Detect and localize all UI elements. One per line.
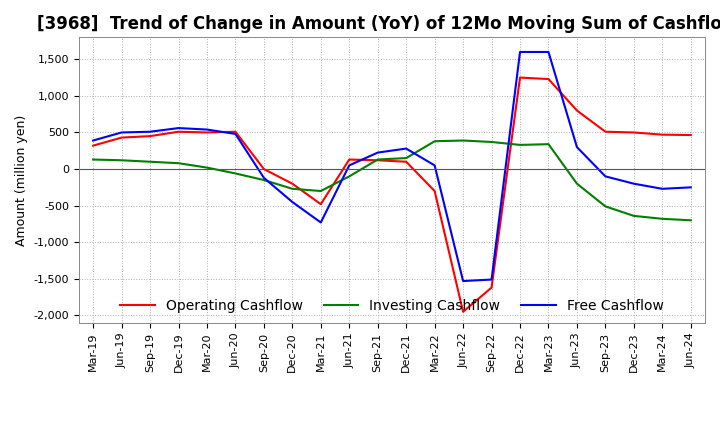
Free Cashflow (629, 181, 638, 186)
Operating Cashflow (629, 130, 638, 135)
Free Cashflow (487, 277, 496, 282)
Investing Cashflow (317, 188, 325, 194)
Investing Cashflow (345, 174, 354, 179)
Investing Cashflow (686, 218, 695, 223)
Operating Cashflow (601, 129, 610, 134)
Title: [3968]  Trend of Change in Amount (YoY) of 12Mo Moving Sum of Cashflows: [3968] Trend of Change in Amount (YoY) o… (37, 15, 720, 33)
Operating Cashflow (402, 159, 410, 165)
Operating Cashflow (459, 309, 467, 315)
Free Cashflow (402, 146, 410, 151)
Legend: Operating Cashflow, Investing Cashflow, Free Cashflow: Operating Cashflow, Investing Cashflow, … (114, 293, 670, 319)
Investing Cashflow (374, 157, 382, 162)
Operating Cashflow (487, 285, 496, 290)
Operating Cashflow (431, 188, 439, 194)
Operating Cashflow (231, 129, 240, 134)
Free Cashflow (459, 279, 467, 284)
Investing Cashflow (231, 171, 240, 176)
Line: Operating Cashflow: Operating Cashflow (93, 77, 690, 312)
Free Cashflow (317, 220, 325, 225)
Line: Free Cashflow: Free Cashflow (93, 52, 690, 281)
Free Cashflow (89, 138, 97, 143)
Free Cashflow (572, 144, 581, 150)
Operating Cashflow (544, 77, 553, 82)
Free Cashflow (431, 163, 439, 168)
Free Cashflow (288, 199, 297, 205)
Free Cashflow (174, 125, 183, 131)
Investing Cashflow (658, 216, 667, 221)
Free Cashflow (345, 163, 354, 168)
Free Cashflow (117, 130, 126, 135)
Free Cashflow (231, 131, 240, 136)
Operating Cashflow (317, 202, 325, 207)
Investing Cashflow (260, 177, 269, 183)
Investing Cashflow (572, 181, 581, 186)
Operating Cashflow (572, 108, 581, 113)
Investing Cashflow (117, 158, 126, 163)
Free Cashflow (601, 174, 610, 179)
Operating Cashflow (145, 133, 154, 139)
Operating Cashflow (516, 75, 524, 80)
Operating Cashflow (260, 166, 269, 172)
Investing Cashflow (89, 157, 97, 162)
Line: Investing Cashflow: Investing Cashflow (93, 140, 690, 220)
Operating Cashflow (345, 157, 354, 162)
Operating Cashflow (374, 158, 382, 163)
Free Cashflow (686, 185, 695, 190)
Investing Cashflow (145, 159, 154, 165)
Operating Cashflow (288, 181, 297, 186)
Investing Cashflow (459, 138, 467, 143)
Operating Cashflow (117, 135, 126, 140)
Investing Cashflow (202, 165, 211, 170)
Free Cashflow (202, 127, 211, 132)
Investing Cashflow (174, 161, 183, 166)
Investing Cashflow (544, 142, 553, 147)
Investing Cashflow (629, 213, 638, 219)
Operating Cashflow (658, 132, 667, 137)
Free Cashflow (260, 175, 269, 180)
Operating Cashflow (174, 129, 183, 134)
Free Cashflow (516, 49, 524, 55)
Investing Cashflow (487, 139, 496, 145)
Free Cashflow (544, 49, 553, 55)
Operating Cashflow (89, 143, 97, 148)
Y-axis label: Amount (million yen): Amount (million yen) (15, 114, 28, 246)
Investing Cashflow (288, 186, 297, 191)
Free Cashflow (374, 150, 382, 155)
Free Cashflow (145, 129, 154, 134)
Operating Cashflow (686, 132, 695, 138)
Operating Cashflow (202, 130, 211, 135)
Free Cashflow (658, 186, 667, 191)
Investing Cashflow (516, 142, 524, 147)
Investing Cashflow (601, 204, 610, 209)
Investing Cashflow (431, 139, 439, 144)
Investing Cashflow (402, 155, 410, 161)
